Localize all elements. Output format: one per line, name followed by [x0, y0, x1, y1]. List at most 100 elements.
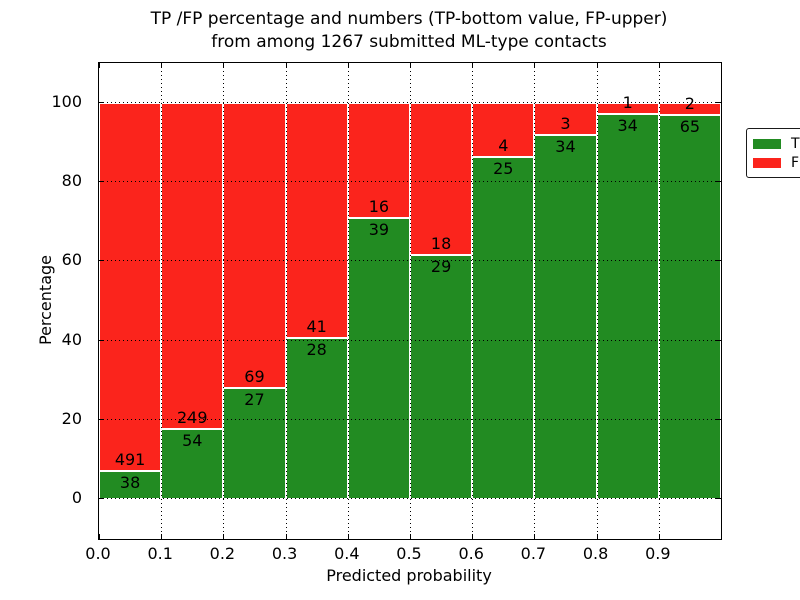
- y-tick-label: 20: [61, 409, 82, 428]
- y-axis-tick: [716, 339, 721, 341]
- bar-label-column: 491 38: [99, 103, 161, 500]
- bar-label-column: 18 29: [410, 103, 472, 500]
- bar-label-column: 249 54: [161, 103, 223, 500]
- bar-segment-tp: [596, 114, 659, 500]
- bar-column: [99, 102, 162, 500]
- x-tick-label: 0.8: [582, 544, 609, 563]
- bar-segment-tp: [410, 254, 473, 500]
- y-axis-tick: [716, 419, 721, 420]
- y-axis-tick: [99, 419, 104, 420]
- bar-column: [410, 102, 473, 500]
- x-axis-tick: [534, 63, 536, 68]
- chart-title: TP /FP percentage and numbers (TP-bottom…: [98, 8, 720, 54]
- bar-label-fp: 2: [684, 93, 695, 113]
- y-tick-labels: 0 20 40 60 80 100: [0, 62, 90, 538]
- x-tick-label: 0.4: [334, 544, 360, 563]
- y-tick-label: 40: [61, 329, 82, 349]
- bar-label-tp: 27: [244, 389, 265, 409]
- bar-segment-fp: [161, 102, 224, 429]
- x-axis-tick: [410, 63, 411, 68]
- bar-label-tp: 29: [430, 256, 452, 276]
- bar-label-tp: 54: [182, 430, 203, 450]
- x-tick-label: 0.5: [396, 544, 422, 563]
- x-axis-tick: [534, 534, 536, 539]
- bar-segment-fp: [99, 102, 162, 471]
- x-tick-label: 0.7: [520, 544, 547, 563]
- y-axis-tick: [716, 498, 721, 500]
- y-axis-tick: [716, 260, 721, 262]
- x-axis-tick: [223, 534, 225, 539]
- bar-segment-fp: [472, 102, 535, 158]
- axis-ticks-layer: [99, 63, 722, 539]
- grid-layer: [99, 63, 721, 539]
- legend-label-fp: FP: [791, 154, 800, 171]
- bar-label-column: 4 25: [472, 103, 534, 500]
- y-axis-tick: [716, 101, 721, 103]
- gridline-vertical: [347, 63, 349, 539]
- bar-label-fp: 69: [244, 366, 265, 386]
- bar-segment-fp: [410, 102, 473, 255]
- bar-segment-tp: [658, 114, 721, 500]
- bar-segment-fp: [347, 102, 410, 219]
- bar-label-column: 16 39: [348, 103, 410, 500]
- bar-label-fp: 4: [498, 136, 509, 156]
- bar-column: [285, 102, 348, 500]
- bar-segment-fp: [285, 102, 348, 339]
- x-axis-tick: [161, 534, 163, 539]
- x-axis-tick: [721, 63, 722, 68]
- bar-label-fp: 249: [177, 407, 208, 427]
- legend-swatch-fp: [753, 157, 781, 168]
- bar-label-tp: 34: [617, 116, 638, 136]
- bar-label-fp: 18: [430, 233, 452, 253]
- chart-title-line1: TP /FP percentage and numbers (TP-bottom…: [150, 9, 668, 29]
- x-tick-label: 0.9: [645, 544, 671, 563]
- x-axis-tick: [285, 63, 287, 68]
- bar-labels-layer: 491 38 249 54 69 27 41 28 16 39 18 29 4 25 3 34 1 34 2 65: [99, 63, 721, 539]
- bar-label-tp: 28: [306, 340, 327, 360]
- y-axis-tick: [99, 181, 104, 182]
- plot-area: 491 38 249 54 69 27 41 28 16 39 18 29 4 25 3 34 1 34 2 65 T…: [98, 62, 800, 540]
- x-axis-tick: [347, 534, 349, 539]
- y-axis-tick: [99, 339, 104, 341]
- bar-label-fp: 491: [114, 449, 146, 469]
- gridline-vertical: [596, 63, 598, 539]
- gridline-vertical: [472, 63, 474, 539]
- x-tick-label: 0.2: [209, 544, 236, 563]
- bar-label-tp: 38: [119, 472, 141, 492]
- y-axis-tick: [716, 181, 721, 182]
- bar-column: [596, 102, 659, 500]
- gridline-vertical: [161, 63, 163, 539]
- x-tick-label: 0.0: [85, 544, 111, 563]
- x-axis-tick: [410, 534, 411, 539]
- bar-column: [658, 102, 721, 500]
- x-axis-tick: [721, 534, 722, 539]
- x-axis-tick: [596, 63, 598, 68]
- bar-label-fp: 41: [306, 317, 327, 337]
- x-axis-tick: [658, 534, 660, 539]
- bar-label-column: 69 27: [223, 103, 285, 500]
- bar-label-column: 3 34: [534, 103, 596, 500]
- x-axis-tick: [99, 534, 100, 539]
- x-tick-label: 0.1: [147, 544, 173, 563]
- bar-label-tp: 65: [679, 116, 701, 136]
- chart-title-line2: from among 1267 submitted ML-type contac…: [211, 32, 607, 52]
- legend-swatch-tp: [753, 138, 781, 149]
- gridline-vertical: [534, 63, 536, 539]
- y-axis-tick: [99, 498, 104, 500]
- gridline-vertical: [658, 63, 660, 539]
- bar-label-fp: 3: [560, 113, 571, 133]
- y-tick-label: 100: [51, 91, 82, 111]
- x-axis-tick: [161, 63, 163, 68]
- bar-label-tp: 39: [368, 220, 390, 240]
- bar-label-column: 2 65: [659, 95, 721, 500]
- x-tick-label: 0.3: [271, 544, 298, 563]
- legend: TP FP: [746, 128, 800, 178]
- bar-segment-fp: [534, 102, 597, 135]
- bar-label-fp: 1: [622, 93, 633, 113]
- y-axis-tick: [99, 260, 104, 262]
- x-axis-label: Predicted probability: [326, 566, 492, 585]
- y-axis-tick: [99, 101, 104, 103]
- bar-label-fp: 16: [368, 197, 390, 217]
- x-tick-labels: 0.0 0.1 0.2 0.3 0.4 0.5 0.6 0.7 0.8 0.9: [85, 544, 720, 564]
